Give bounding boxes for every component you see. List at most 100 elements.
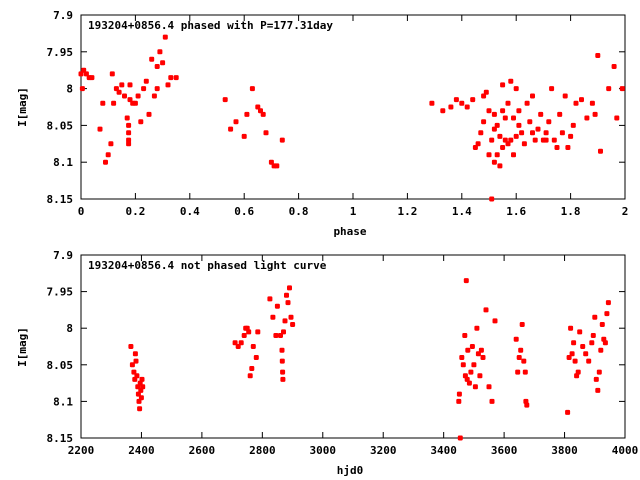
data-point: [513, 86, 519, 92]
data-point: [595, 387, 601, 393]
data-point: [132, 351, 138, 357]
plot-frame: [80, 254, 626, 439]
data-point: [519, 322, 525, 327]
data-point: [571, 340, 577, 346]
x-axis-label: phase: [333, 225, 366, 238]
x-tick-label: 0.6: [234, 205, 254, 218]
data-point: [592, 314, 598, 320]
data-point: [165, 82, 171, 88]
data-point: [554, 145, 560, 150]
data-point: [137, 406, 143, 412]
data-point: [521, 141, 527, 147]
x-tick-label: 1: [350, 205, 357, 218]
x-tick-label: 3600: [491, 444, 518, 457]
data-point: [590, 333, 596, 338]
data-point: [477, 373, 483, 379]
data-point: [131, 369, 137, 375]
data-point: [100, 100, 106, 106]
data-point: [273, 333, 279, 338]
data-point: [500, 108, 506, 114]
data-point: [288, 314, 294, 320]
data-point: [244, 111, 250, 117]
data-point: [453, 97, 459, 103]
data-point: [491, 126, 497, 132]
data-point: [97, 126, 103, 132]
data-point: [126, 122, 132, 128]
data-point: [448, 104, 454, 110]
x-tick-label: 3800: [551, 444, 578, 457]
data-point: [486, 108, 492, 114]
data-point: [522, 369, 528, 375]
data-point: [267, 296, 273, 302]
data-point: [173, 75, 179, 81]
data-point: [599, 322, 605, 327]
data-point: [611, 64, 617, 69]
data-point: [483, 307, 489, 313]
y-tick-label: 8: [66, 83, 73, 96]
data-point: [129, 362, 135, 368]
x-tick-label: 1.6: [506, 205, 526, 218]
data-point: [497, 133, 503, 139]
data-point: [280, 369, 286, 375]
data-point: [133, 358, 139, 364]
data-point: [575, 369, 581, 375]
data-point: [429, 100, 435, 106]
data-point: [593, 376, 599, 382]
x-tick-label: 2200: [68, 444, 95, 457]
x-tick-label: 2: [622, 205, 629, 218]
y-tick-label: 8: [66, 322, 73, 335]
data-point: [470, 97, 476, 103]
data-point: [249, 366, 255, 371]
data-point: [459, 355, 465, 360]
data-point: [250, 344, 256, 349]
unphased-light-curve-panel: 193204+0856.4 not phased light curve hjd…: [16, 249, 638, 477]
data-points: [128, 278, 611, 441]
data-point: [604, 311, 610, 317]
data-point: [105, 152, 111, 158]
data-point: [595, 53, 601, 58]
data-point: [527, 119, 533, 125]
data-point: [135, 93, 141, 99]
y-axis-label: I[mag]: [16, 87, 29, 127]
data-point: [572, 358, 578, 364]
data-point: [241, 133, 247, 139]
data-point: [518, 347, 524, 353]
x-tick-label: 4000: [612, 444, 639, 457]
data-point: [79, 86, 85, 92]
data-point: [577, 329, 583, 335]
data-point: [569, 351, 575, 357]
data-point: [602, 340, 608, 346]
data-point: [508, 137, 514, 143]
data-point: [589, 340, 595, 346]
data-point: [505, 100, 511, 106]
data-point: [511, 152, 516, 158]
data-point: [109, 71, 115, 77]
data-point: [598, 347, 604, 353]
data-point: [457, 435, 463, 441]
data-point: [274, 303, 280, 309]
data-point: [464, 104, 470, 110]
data-point: [474, 325, 480, 331]
data-point: [551, 137, 557, 143]
data-point: [566, 355, 572, 360]
y-tick-label: 8.1: [53, 156, 73, 169]
data-point: [160, 60, 166, 66]
data-point: [500, 145, 506, 150]
data-point: [260, 111, 266, 117]
data-point: [465, 347, 471, 353]
data-point: [463, 278, 469, 284]
data-point: [491, 111, 497, 117]
data-point: [530, 93, 535, 99]
data-point: [589, 100, 595, 106]
data-point: [532, 137, 538, 143]
data-point: [489, 196, 495, 202]
data-point: [486, 152, 492, 158]
data-point: [122, 93, 127, 99]
data-point: [279, 347, 285, 353]
data-point: [516, 108, 522, 114]
axis-ticks: 2200 2400 2600 2800 3000 3200 3400 3600 3800 4000…: [47, 249, 639, 457]
data-point: [468, 369, 474, 375]
data-point: [233, 119, 239, 125]
data-point: [128, 344, 134, 349]
data-point: [605, 300, 611, 306]
